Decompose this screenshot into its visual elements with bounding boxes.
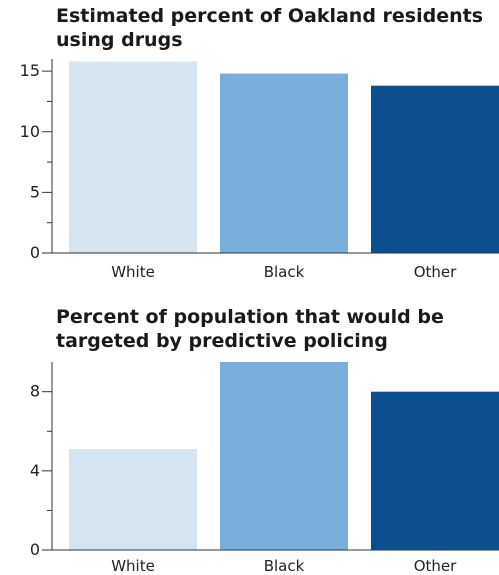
chart-title-line: Estimated percent of Oakland residents — [56, 5, 484, 27]
y-tick-label: 4 — [30, 461, 40, 480]
y-tick-label: 8 — [30, 382, 40, 401]
y-tick-label: 15 — [20, 61, 40, 80]
bar-white — [69, 449, 197, 550]
bar-other — [371, 391, 499, 550]
chart-title-line: using drugs — [56, 29, 183, 51]
y-tick-label: 0 — [30, 243, 40, 262]
bar-chart-drug-use: 0 5 10 15 White Black Other — [20, 59, 499, 281]
bar-other — [371, 85, 499, 253]
x-category-label: Other — [414, 263, 457, 281]
y-tick-label: 10 — [20, 122, 40, 141]
x-category-label: Black — [264, 263, 305, 281]
chart-title-line: targeted by predictive policing — [56, 330, 388, 352]
x-category-label: Other — [414, 557, 457, 575]
y-tick-label: 0 — [30, 540, 40, 559]
chart-title: Estimated percent of Oakland residents u… — [56, 4, 483, 52]
bar-black — [220, 362, 348, 550]
chart-title-line: Percent of population that would be — [56, 306, 444, 328]
chart-title: Percent of population that would be targ… — [56, 305, 444, 353]
x-category-label: White — [111, 263, 155, 281]
x-category-label: White — [111, 557, 155, 575]
bar-black — [220, 73, 348, 253]
x-category-label: Black — [264, 557, 305, 575]
y-tick-label: 5 — [30, 182, 40, 201]
bar-white — [69, 61, 197, 253]
